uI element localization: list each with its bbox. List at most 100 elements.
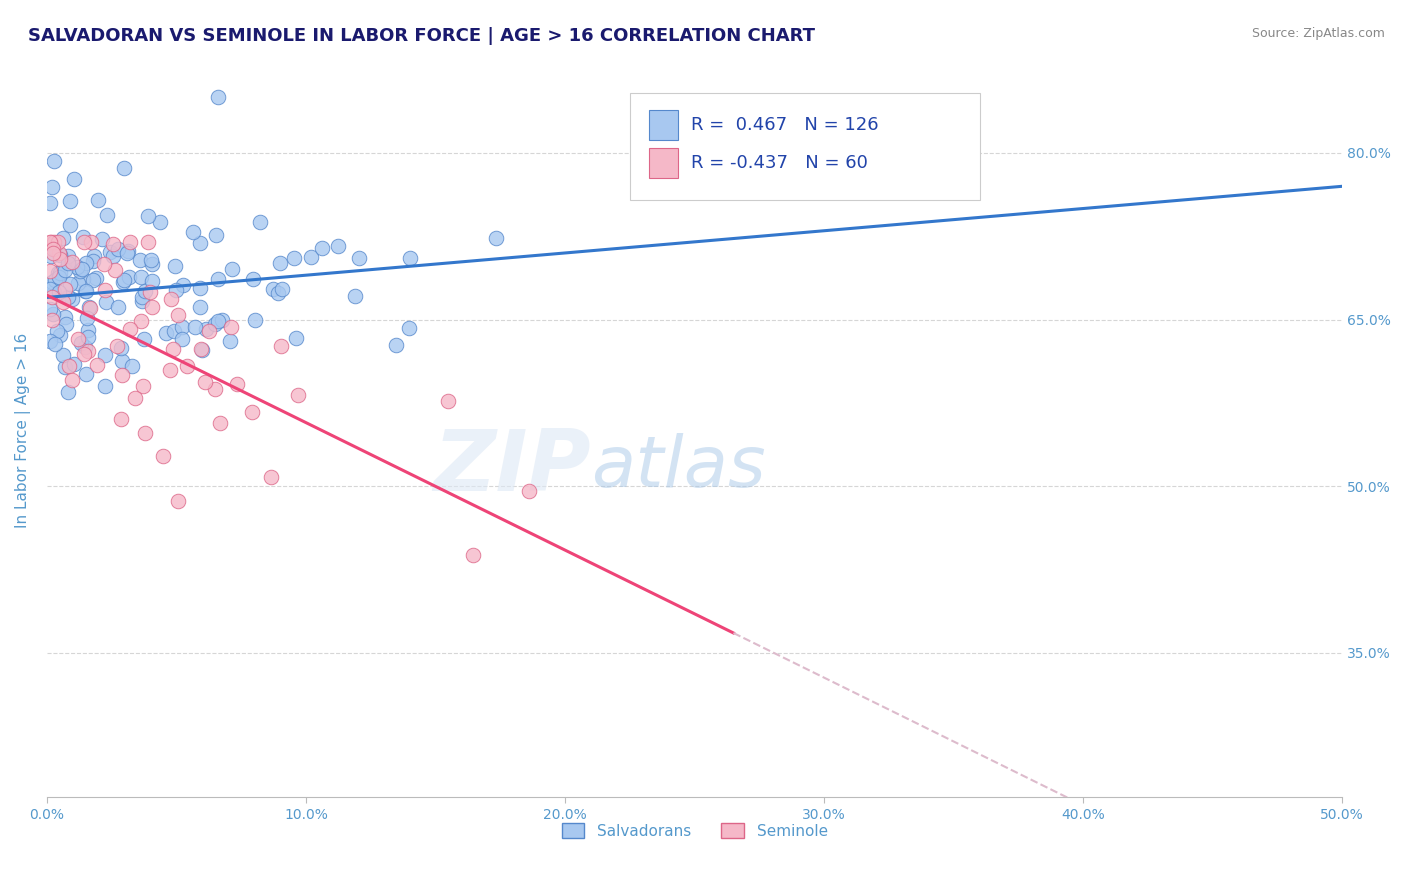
Point: [90, 231, 112, 245]
Point: [42, 285, 65, 299]
Point: [73, 347, 96, 361]
Point: [94, 295, 117, 310]
Point: [172, 319, 194, 334]
Point: [226, 377, 249, 392]
Point: [77, 343, 100, 358]
Point: [55, 317, 77, 331]
Point: [58, 256, 80, 270]
Point: [49, 328, 72, 343]
Point: [207, 314, 229, 328]
Point: [38, 302, 60, 317]
Point: [193, 376, 215, 390]
Point: [163, 259, 186, 273]
Point: [96, 208, 118, 222]
Point: [165, 283, 187, 297]
Point: [87, 193, 110, 207]
Point: [141, 301, 163, 315]
Text: SALVADORAN VS SEMINOLE IN LABOR FORCE | AGE > 16 CORRELATION CHART: SALVADORAN VS SEMINOLE IN LABOR FORCE | …: [28, 27, 815, 45]
Point: [72, 272, 94, 286]
Point: [131, 269, 153, 284]
Point: [56, 290, 79, 304]
Point: [41, 313, 63, 327]
Point: [82, 253, 104, 268]
Point: [42, 245, 65, 260]
Point: [84, 271, 107, 285]
Point: [385, 338, 408, 352]
Point: [117, 245, 139, 260]
Point: [112, 161, 135, 175]
Point: [39, 334, 62, 349]
Point: [399, 251, 422, 265]
Point: [79, 301, 101, 315]
Point: [75, 284, 97, 298]
Point: [190, 343, 212, 358]
Point: [53, 263, 76, 277]
Point: [86, 358, 108, 372]
Point: [41, 276, 63, 290]
FancyBboxPatch shape: [630, 94, 980, 200]
Point: [111, 354, 134, 368]
Point: [219, 320, 242, 334]
Point: [39, 264, 62, 278]
Point: [134, 284, 156, 298]
Point: [163, 324, 186, 338]
Point: [209, 417, 232, 431]
Point: [41, 180, 63, 194]
Point: [155, 326, 177, 340]
Point: [44, 273, 66, 287]
Point: [120, 235, 142, 249]
Point: [141, 257, 163, 271]
Point: [249, 215, 271, 229]
Point: [207, 90, 229, 104]
Point: [188, 281, 211, 295]
Point: [112, 273, 135, 287]
Point: [48, 285, 70, 300]
Point: [42, 153, 65, 168]
Point: [103, 249, 125, 263]
Point: [110, 412, 132, 426]
Point: [53, 359, 76, 374]
Point: [398, 321, 420, 335]
Point: [110, 341, 132, 355]
Point: [218, 334, 240, 349]
Point: [69, 264, 91, 278]
Point: [211, 313, 233, 327]
Text: ZIP: ZIP: [433, 425, 591, 509]
Point: [270, 339, 292, 353]
Point: [60, 292, 83, 306]
Point: [167, 494, 190, 508]
Point: [131, 290, 153, 304]
Point: [63, 357, 86, 371]
Point: [152, 449, 174, 463]
Point: [120, 322, 142, 336]
Point: [131, 378, 153, 392]
Legend: Salvadorans, Seminole: Salvadorans, Seminole: [555, 816, 834, 845]
Point: [58, 277, 80, 291]
Point: [46, 266, 69, 280]
Point: [46, 235, 69, 249]
Point: [344, 289, 367, 303]
Point: [42, 307, 65, 321]
Point: [240, 404, 263, 418]
Point: [188, 300, 211, 314]
Point: [73, 340, 96, 354]
Point: [485, 231, 508, 245]
Point: [45, 324, 67, 338]
Point: [221, 261, 243, 276]
Point: [172, 332, 194, 346]
Point: [53, 310, 76, 324]
Point: [38, 281, 60, 295]
Point: [118, 270, 141, 285]
Point: [262, 282, 284, 296]
Point: [93, 379, 115, 393]
Point: [111, 368, 134, 382]
Point: [190, 342, 212, 356]
Point: [287, 388, 309, 402]
Point: [39, 235, 62, 249]
Point: [52, 231, 75, 245]
Point: [176, 359, 198, 373]
Point: [181, 225, 204, 239]
Point: [73, 235, 96, 249]
FancyBboxPatch shape: [650, 111, 678, 140]
Point: [437, 393, 460, 408]
